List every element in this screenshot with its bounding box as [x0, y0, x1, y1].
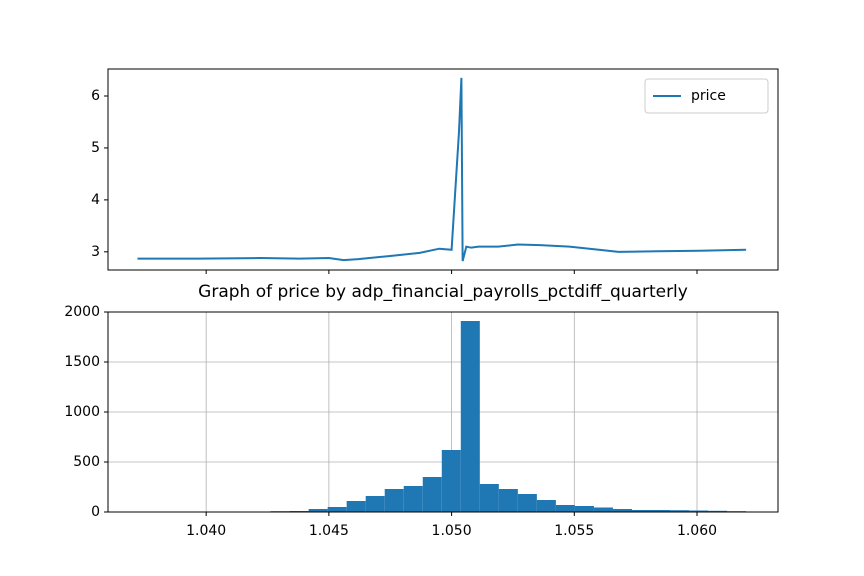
bar [536, 500, 556, 512]
chart-title: Graph of price by adp_financial_payrolls… [198, 282, 688, 302]
bar [384, 489, 404, 512]
bar [365, 496, 385, 512]
legend-label: price [691, 88, 726, 104]
y-tick-label: 1000 [64, 404, 100, 420]
y-tick-label: 5 [91, 140, 100, 156]
bar [517, 494, 537, 512]
bar [650, 510, 671, 512]
bar [460, 321, 480, 512]
y-tick-label: 3 [91, 244, 100, 260]
bar [593, 507, 613, 512]
x-tick-label: 1.055 [554, 523, 594, 539]
bar [612, 509, 632, 512]
x-tick-label: 1.060 [677, 523, 717, 539]
legend-box [644, 78, 769, 114]
y-tick-label: 6 [91, 88, 100, 104]
bar [555, 505, 575, 512]
x-tick-label: 1.045 [309, 523, 349, 539]
bar [689, 510, 709, 512]
y-tick-label: 500 [73, 454, 100, 470]
bar [479, 484, 499, 512]
axes-frame [107, 68, 779, 271]
y-tick-label: 0 [91, 504, 100, 520]
bar [574, 506, 594, 512]
bar [670, 510, 690, 512]
bar [403, 486, 423, 512]
bar [346, 501, 366, 512]
bar [308, 509, 328, 512]
y-tick-label: 2000 [64, 304, 100, 320]
bar [441, 450, 461, 512]
bar [498, 489, 518, 512]
y-tick-label: 1500 [64, 354, 100, 370]
line [137, 77, 747, 262]
bar [631, 510, 651, 512]
bar [708, 510, 728, 512]
y-tick-label: 4 [91, 192, 100, 208]
bar [327, 507, 347, 512]
x-tick-label: 1.050 [432, 523, 472, 539]
bar [422, 477, 442, 512]
x-tick-label: 1.040 [186, 523, 226, 539]
